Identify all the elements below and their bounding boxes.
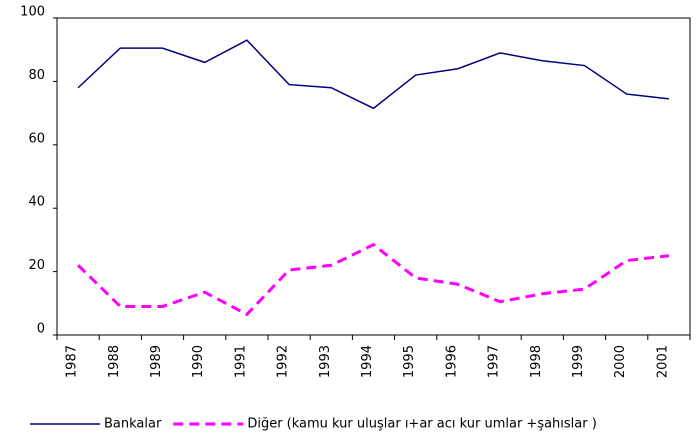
- x-tick-label: 1989: [149, 345, 164, 378]
- legend-label: Diğer (kamu kur uluşlar ı+ar acı kur uml…: [247, 417, 596, 432]
- x-tick-label: 1994: [360, 345, 375, 378]
- y-tick-label: 100: [20, 5, 45, 20]
- y-tick-label: 60: [28, 131, 45, 146]
- plot-frame: [56, 17, 691, 336]
- x-tick-label: 1992: [276, 345, 291, 378]
- y-tick-label: 40: [28, 195, 45, 210]
- x-tick-label: 1987: [65, 345, 80, 378]
- x-tick-label: 1991: [233, 345, 248, 378]
- y-tick-label: 0: [37, 322, 45, 337]
- series-line: [77, 242, 670, 317]
- x-tick-label: 1993: [318, 345, 333, 378]
- x-tick-label: 1995: [402, 345, 417, 378]
- x-tick-label: 1998: [529, 345, 544, 378]
- x-tick-label: 1990: [191, 345, 206, 378]
- x-tick-label: 2000: [613, 345, 628, 378]
- x-tick-label: 1997: [487, 345, 502, 378]
- series-line: [77, 39, 669, 110]
- y-tick-label: 20: [28, 258, 45, 273]
- y-tick-label: 80: [28, 68, 45, 83]
- x-tick-label: 1999: [571, 345, 586, 378]
- x-tick-label: 1996: [444, 345, 459, 378]
- legend-label: Bankalar: [104, 417, 162, 432]
- x-tick-label: 1988: [107, 345, 122, 378]
- x-tick-label: 2001: [655, 345, 670, 378]
